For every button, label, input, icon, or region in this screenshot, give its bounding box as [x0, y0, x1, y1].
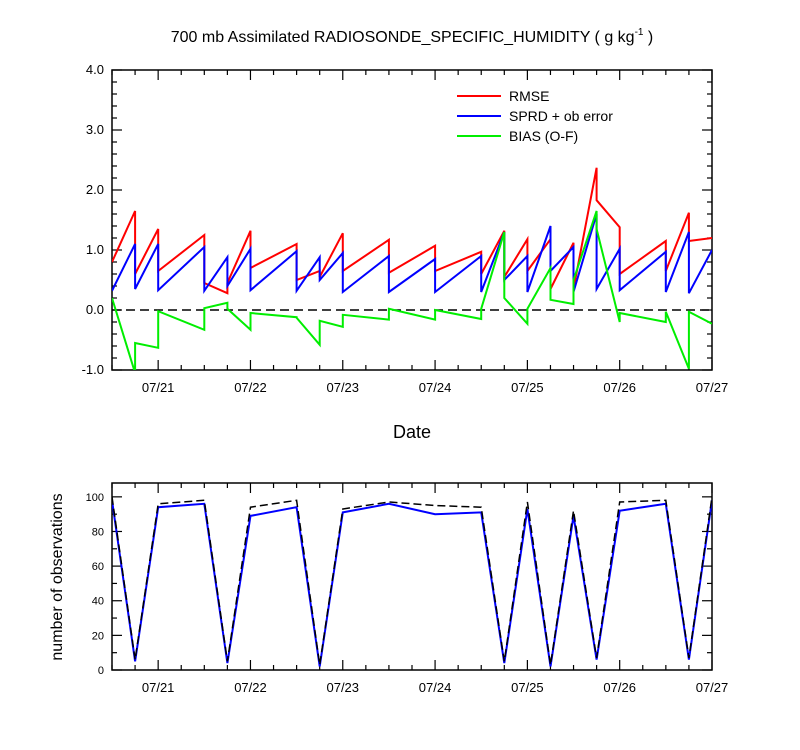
top-chart-y-tick-label: 0.0 — [86, 302, 104, 317]
top-chart-title-sup: -1 — [635, 27, 644, 38]
top-chart-x-tick-label: 07/27 — [696, 380, 729, 395]
top-chart-x-tick-label: 07/24 — [419, 380, 452, 395]
bottom-chart-x-tick-label: 07/21 — [142, 680, 175, 695]
top-chart-y-tick-label: 2.0 — [86, 182, 104, 197]
top-chart-title: 700 mb Assimilated RADIOSONDE_SPECIFIC_H… — [171, 27, 654, 46]
bottom-chart-ylabel: number of observations — [49, 493, 66, 660]
bottom-chart-x-tick-label: 07/27 — [696, 680, 729, 695]
top-chart-x-tick-label: 07/25 — [511, 380, 544, 395]
top-chart-y-tick-label: 1.0 — [86, 242, 104, 257]
top-chart-x-tick-label: 07/21 — [142, 380, 175, 395]
bottom-chart-y-tick-label: 60 — [92, 561, 104, 573]
bottom-chart-x-tick-label: 07/24 — [419, 680, 452, 695]
top-chart-title-main: 700 mb Assimilated RADIOSONDE_SPECIFIC_H… — [171, 29, 635, 46]
bottom-chart-y-tick-label: 80 — [92, 526, 104, 538]
top-chart-y-tick-label: 4.0 — [86, 62, 104, 77]
top-chart-y-tick-label: 3.0 — [86, 122, 104, 137]
bottom-chart-x-tick-label: 07/23 — [326, 680, 359, 695]
legend-label: RMSE — [509, 88, 549, 104]
top-chart-x-tick-label: 07/22 — [234, 380, 267, 395]
top-chart-frame — [111, 69, 713, 371]
bottom-chart-x-tick-label: 07/26 — [603, 680, 636, 695]
bottom-chart: 07/21 07/22 07/23 07/24 07/25 07/26 07/27 0 20 40… — [86, 482, 729, 695]
bottom-chart-y-tick-label: 0 — [98, 665, 104, 677]
bottom-chart-y-tick-label: 100 — [86, 492, 104, 504]
bottom-chart-y-tick-label: 20 — [92, 630, 104, 642]
top-chart-x-tick-label: 07/23 — [326, 380, 359, 395]
top-chart-xlabel: Date — [393, 422, 431, 442]
top-chart-title-end: ) — [643, 29, 653, 46]
top-chart-y-tick-label: -1.0 — [82, 362, 104, 377]
bottom-chart-series-observations-used-line — [112, 500, 712, 667]
top-chart: 07/21 07/22 07/23 07/24 07/25 07/26 07/27 -1.0 0… — [82, 62, 729, 395]
legend-label: SPRD + ob error — [509, 108, 613, 124]
bottom-chart-series-observations-possible-line — [112, 496, 712, 665]
top-chart-series-sprd-ob-error-line — [112, 213, 712, 295]
bottom-chart-x-tick-label: 07/22 — [234, 680, 267, 695]
bottom-chart-y-tick-label: 40 — [92, 596, 104, 608]
legend-label: BIAS (O-F) — [509, 128, 578, 144]
top-chart-series-bias-o-f-line — [112, 210, 712, 370]
top-chart-x-tick-label: 07/26 — [603, 380, 636, 395]
bottom-chart-x-tick-label: 07/25 — [511, 680, 544, 695]
